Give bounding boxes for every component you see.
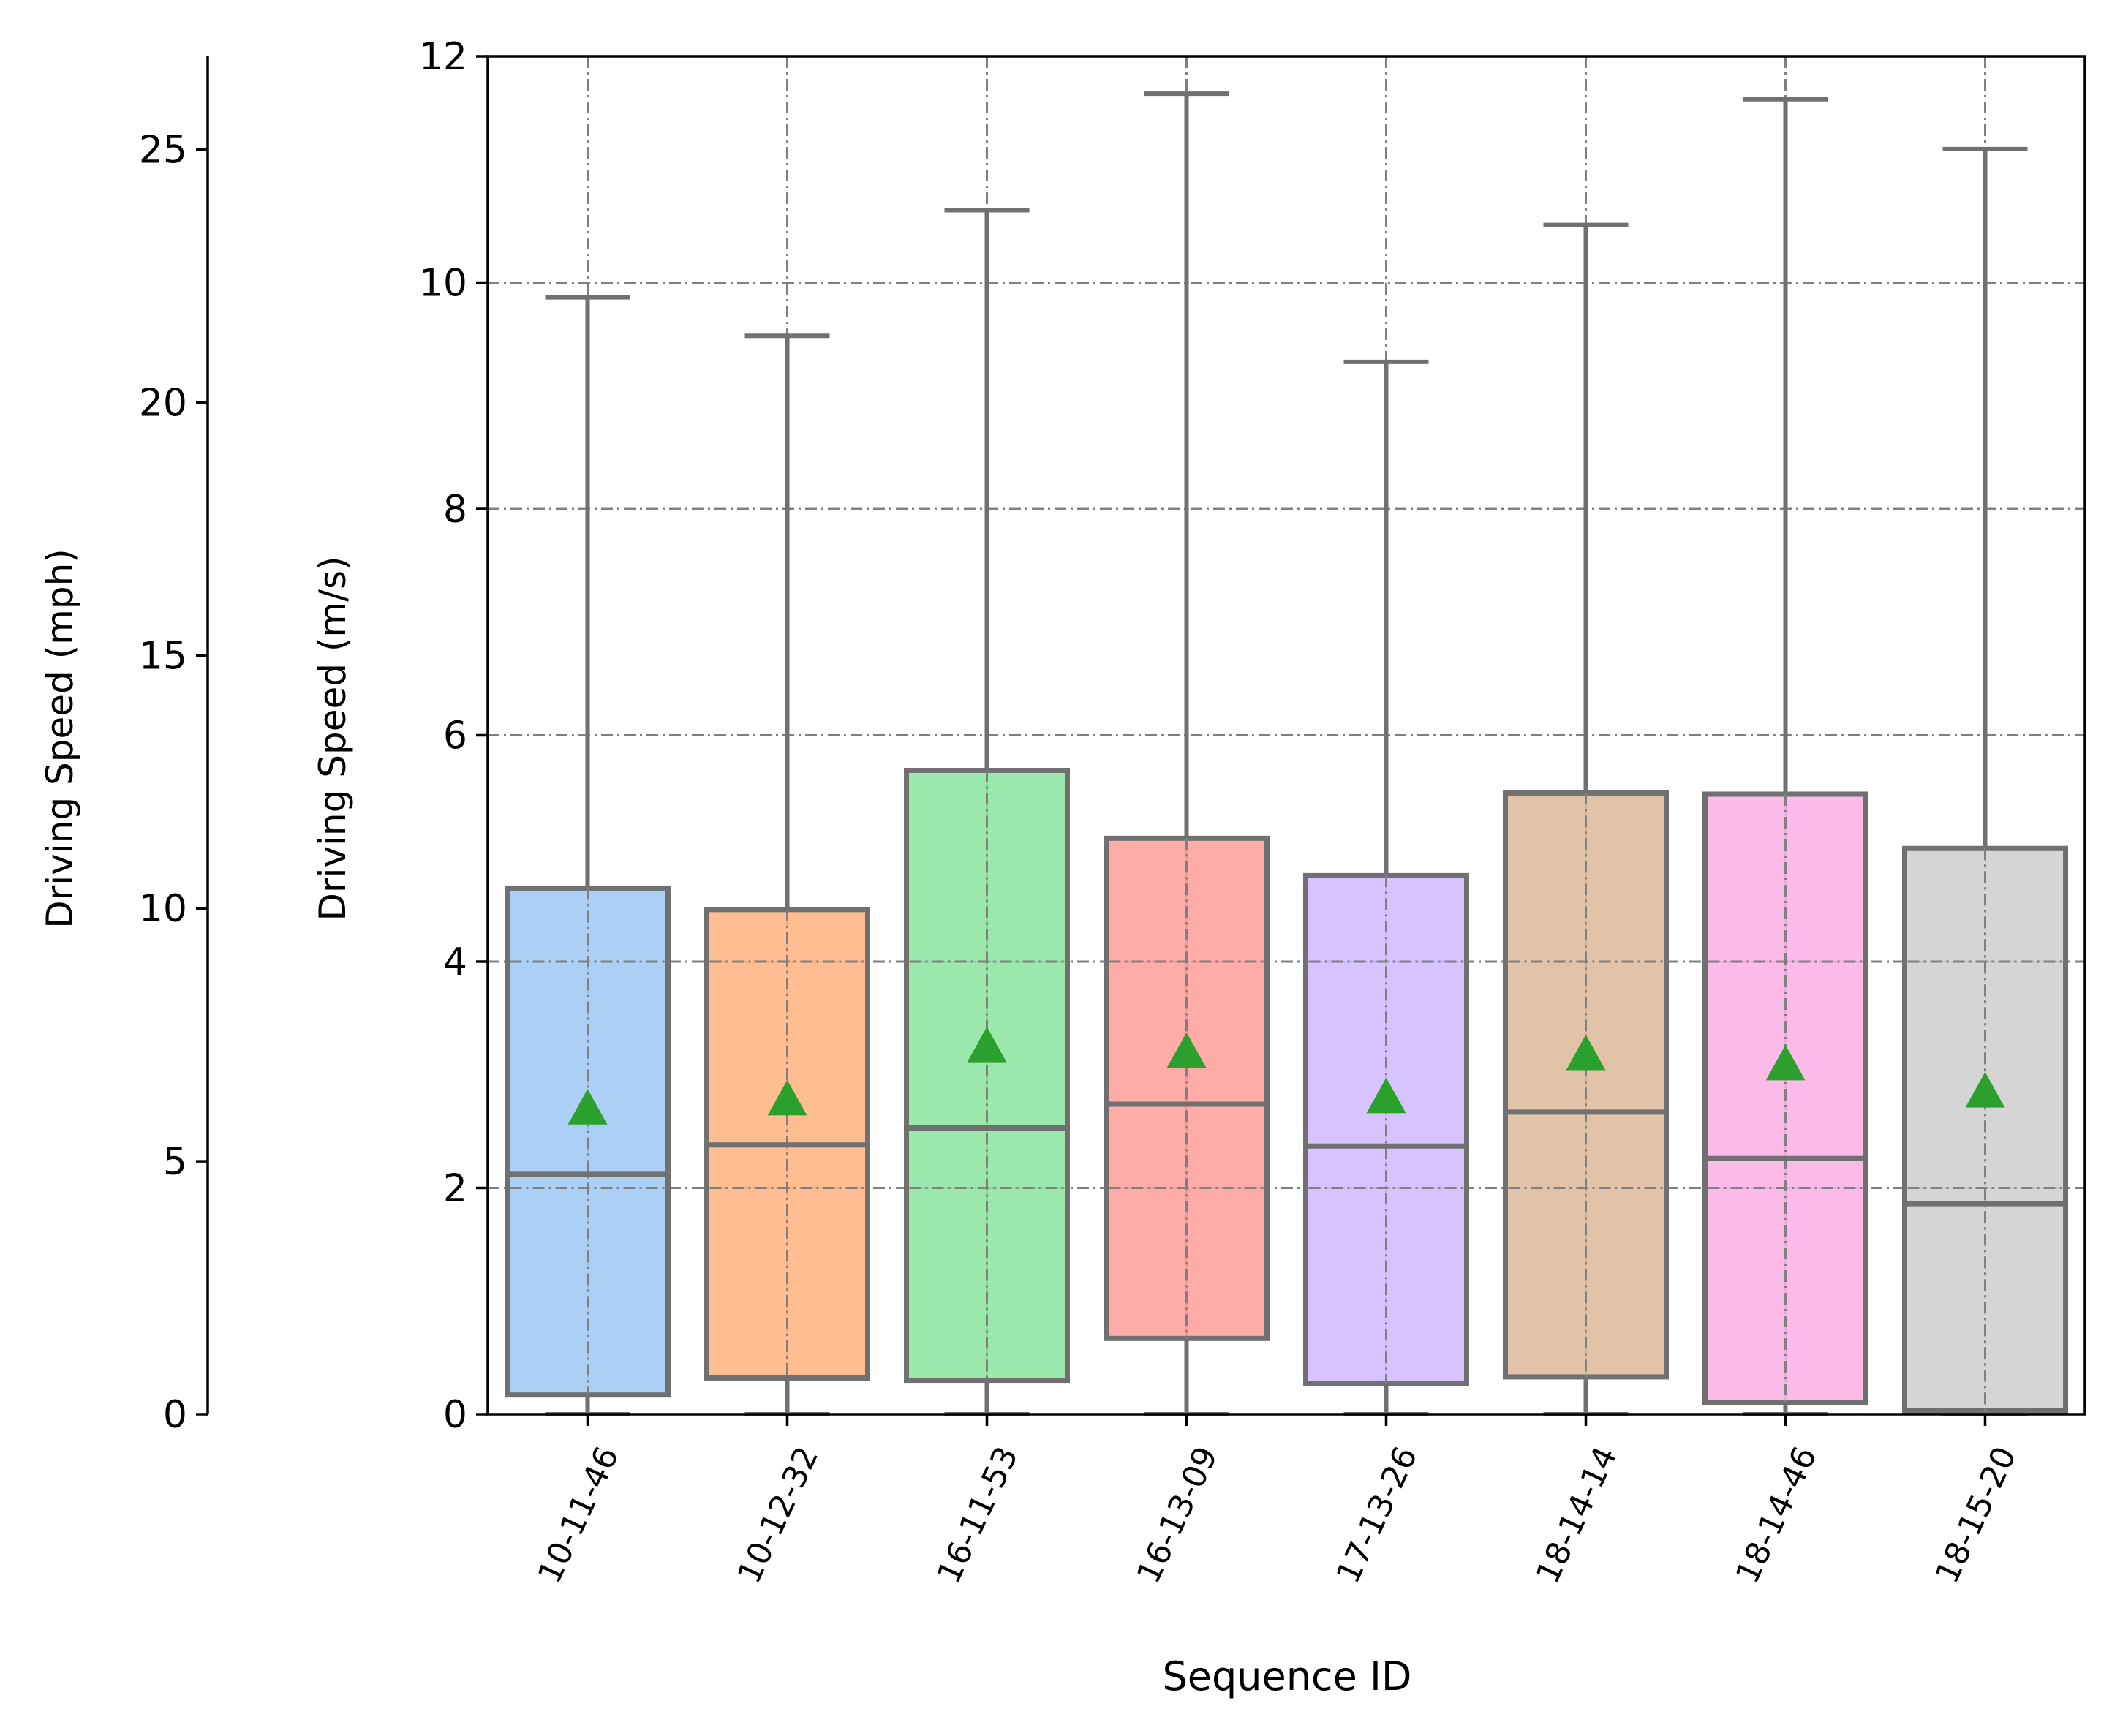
y-tick-label: 8: [443, 488, 467, 532]
box-group: [505, 295, 671, 1416]
y-tick-label: 10: [419, 262, 467, 306]
x-tick-label: 17-13-26: [1330, 1441, 1425, 1590]
secondary-y-tick-label: 0: [163, 1393, 187, 1437]
y-axis-label: Driving Speed (m/s): [312, 556, 354, 921]
x-tick-label: 18-14-46: [1729, 1441, 1825, 1590]
x-tick-label: 18-15-20: [1928, 1441, 2024, 1590]
mean-marker: [767, 1079, 807, 1116]
box-group: [704, 333, 870, 1416]
box-group: [904, 208, 1070, 1416]
x-tick-label: 16-13-09: [1130, 1441, 1226, 1590]
secondary-y-tick-label: 20: [139, 381, 187, 425]
box-iqr: [1503, 790, 1669, 1380]
y-tick-label: 2: [443, 1167, 467, 1211]
y-tick-label: 0: [443, 1393, 467, 1437]
secondary-y-tick-label: 25: [139, 129, 187, 173]
mean-marker: [1765, 1044, 1806, 1081]
box-group: [1902, 146, 2068, 1416]
x-tick-label: 10-12-32: [731, 1441, 826, 1590]
box-group: [1104, 91, 1270, 1416]
box-group: [1702, 97, 1868, 1416]
y-tick-label: 4: [443, 940, 467, 984]
x-tick-label: 10-11-46: [531, 1441, 627, 1590]
mean-marker: [1965, 1071, 2005, 1108]
box-layer: [505, 91, 2068, 1416]
y-tick-label: 12: [419, 35, 467, 79]
mean-marker: [967, 1027, 1007, 1063]
secondary-y-tick-label: 5: [163, 1140, 187, 1184]
mean-marker: [1366, 1077, 1406, 1114]
secondary-y-axis-label: Driving Speed (mph): [39, 548, 81, 929]
mean-marker: [567, 1089, 608, 1125]
secondary-y-tick-label: 15: [139, 634, 187, 678]
mean-marker: [1166, 1032, 1207, 1068]
mean-marker: [1566, 1034, 1606, 1071]
x-tick-label: 16-11-53: [930, 1441, 1026, 1590]
box-group: [1503, 222, 1669, 1416]
x-axis-label: Sequence ID: [1162, 1653, 1411, 1699]
secondary-y-tick-label: 10: [139, 887, 187, 931]
box-group: [1303, 359, 1469, 1416]
x-tick-label: 18-14-14: [1529, 1441, 1625, 1590]
y-tick-label: 6: [443, 714, 467, 758]
